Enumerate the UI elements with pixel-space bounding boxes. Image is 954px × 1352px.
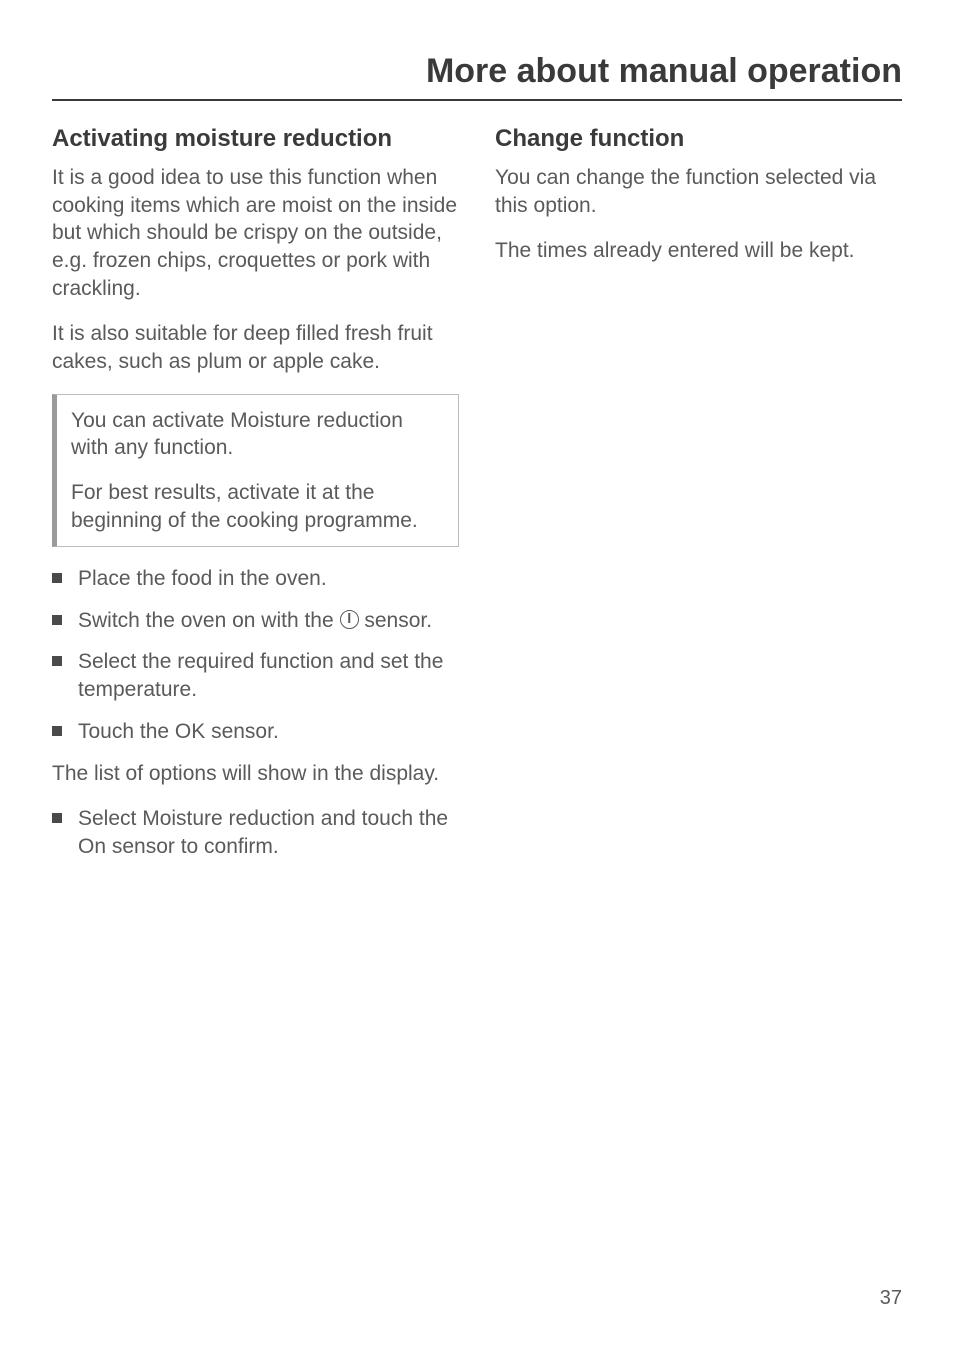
step-text-post: sensor. bbox=[359, 609, 433, 632]
left-column: Activating moisture reduction It is a go… bbox=[52, 115, 459, 875]
page-number: 37 bbox=[880, 1287, 902, 1310]
step-item: Switch the oven on with the sensor. bbox=[52, 607, 459, 635]
step-item: Select Moisture reduction and touch the … bbox=[52, 805, 459, 860]
step-text-pre: Switch the oven on with the bbox=[78, 609, 340, 632]
left-paragraph-2: It is also suitable for deep filled fres… bbox=[52, 320, 459, 375]
step-item: Place the food in the oven. bbox=[52, 565, 459, 593]
title-rule bbox=[52, 99, 902, 101]
note-box: You can activate Moisture reduction with… bbox=[52, 394, 459, 547]
note-paragraph-2: For best results, activate it at the beg… bbox=[71, 479, 444, 534]
steps-list-2: Select Moisture reduction and touch the … bbox=[52, 805, 459, 860]
step-item: Touch the OK sensor. bbox=[52, 718, 459, 746]
step-item: Select the required function and set the… bbox=[52, 648, 459, 703]
note-paragraph-1: You can activate Moisture reduction with… bbox=[71, 407, 444, 462]
left-paragraph-3: The list of options will show in the dis… bbox=[52, 760, 459, 788]
right-paragraph-1: You can change the function selected via… bbox=[495, 164, 902, 219]
page-title: More about manual operation bbox=[52, 52, 902, 99]
left-heading: Activating moisture reduction bbox=[52, 125, 459, 154]
columns: Activating moisture reduction It is a go… bbox=[52, 115, 902, 875]
right-column: Change function You can change the funct… bbox=[495, 115, 902, 875]
right-heading: Change function bbox=[495, 125, 902, 154]
power-sensor-icon bbox=[340, 610, 359, 629]
right-paragraph-2: The times already entered will be kept. bbox=[495, 237, 902, 265]
steps-list-1: Place the food in the oven. Switch the o… bbox=[52, 565, 459, 746]
page: More about manual operation Activating m… bbox=[0, 0, 954, 1352]
left-paragraph-1: It is a good idea to use this function w… bbox=[52, 164, 459, 303]
